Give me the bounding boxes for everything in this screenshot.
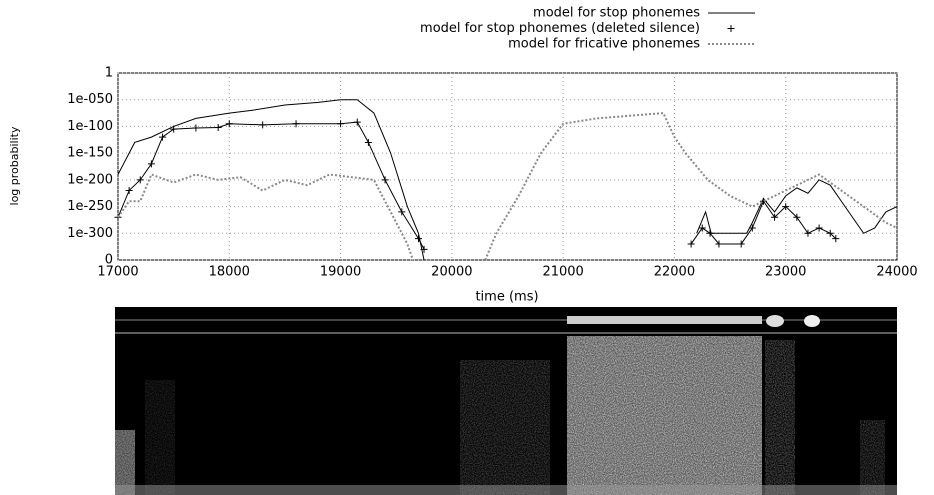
point-marker: [398, 208, 406, 216]
point-marker: [771, 213, 779, 221]
point-marker: [793, 213, 801, 221]
point-marker: [414, 235, 422, 243]
legend-marker: [727, 25, 735, 32]
point-marker: [832, 235, 840, 243]
legend-label: model for stop phonemes: [533, 6, 700, 21]
x-tick-label: 23000: [765, 265, 806, 280]
x-tick-label: 22000: [654, 265, 695, 280]
y-tick-label: 1e-050: [67, 92, 113, 107]
point-marker: [125, 187, 133, 195]
x-tick-label: 21000: [542, 265, 583, 280]
point-marker: [815, 224, 823, 232]
point-marker: [420, 245, 428, 253]
y-tick-label: 1e-250: [67, 199, 113, 214]
point-marker: [759, 197, 767, 205]
y-tick-label: 1e-300: [67, 226, 113, 241]
series-line: [117, 112, 898, 261]
point-marker: [292, 120, 300, 128]
point-marker: [136, 176, 144, 184]
point-marker: [381, 176, 389, 184]
y-tick-label: 1e-100: [67, 119, 113, 134]
point-marker: [214, 123, 222, 131]
x-tick-label: 18000: [209, 265, 250, 280]
point-marker: [147, 160, 155, 168]
series-line: [117, 121, 837, 250]
x-tick-label: 20000: [431, 265, 472, 280]
series-line: [117, 99, 898, 261]
point-marker: [748, 224, 756, 232]
point-marker: [259, 121, 267, 129]
point-marker: [159, 133, 167, 141]
legend-label: model for fricative phonemes: [508, 37, 700, 52]
point-marker: [353, 118, 361, 126]
x-axis-label: time (ms): [475, 290, 538, 305]
point-marker: [364, 138, 372, 146]
point-marker: [826, 229, 834, 237]
point-marker: [706, 229, 714, 237]
y-tick-label: 1e-200: [67, 172, 113, 187]
plot-frame: [117, 72, 898, 261]
point-marker: [804, 229, 812, 237]
y-tick-label: 0: [105, 253, 113, 268]
point-marker: [737, 240, 745, 248]
y-axis-label: log probability: [8, 126, 21, 205]
point-marker: [192, 124, 200, 132]
point-marker: [337, 120, 345, 128]
x-tick-label: 19000: [320, 265, 361, 280]
y-tick-label: 1: [105, 66, 113, 81]
point-marker: [715, 240, 723, 248]
point-marker: [782, 203, 790, 211]
y-tick-label: 1e-150: [67, 146, 113, 161]
legend-label: model for stop phonemes (deleted silence…: [420, 21, 700, 36]
x-tick-label: 17000: [97, 265, 138, 280]
point-marker: [170, 125, 178, 133]
point-marker: [687, 240, 695, 248]
spectrogram: [115, 307, 897, 495]
x-tick-label: 24000: [876, 265, 917, 280]
point-marker: [225, 120, 233, 128]
point-marker: [698, 224, 706, 232]
